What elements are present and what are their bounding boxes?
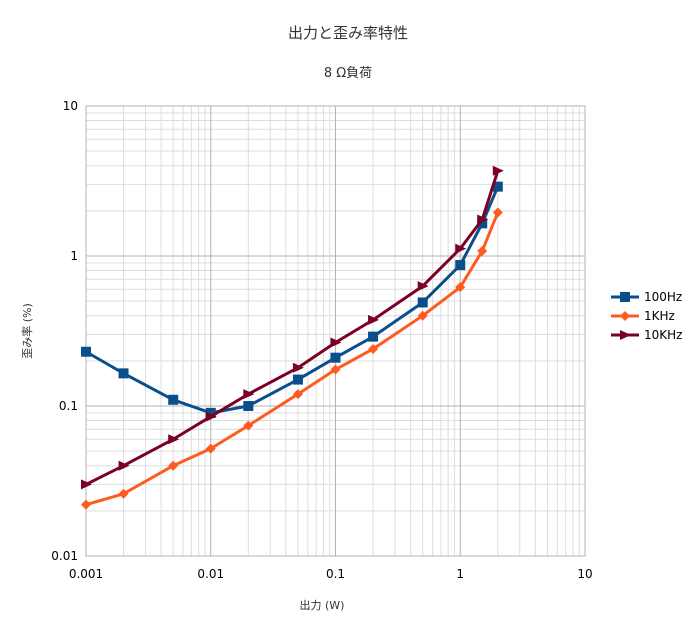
data-point-10KHz [168,434,180,445]
x-tick-label: 0.1 [326,567,345,581]
data-point-100Hz [455,260,466,271]
x-axis-label: 出力 (W) [300,598,345,612]
data-point-1KHz [81,499,91,510]
data-point-10KHz [81,479,92,490]
data-point-1KHz [477,245,488,256]
x-tick-label: 10 [577,567,592,581]
data-point-10KHz [205,411,217,422]
data-point-100Hz [205,407,216,418]
data-point-1KHz [330,364,341,375]
data-point-1KHz [292,389,303,400]
data-point-100Hz [292,374,303,385]
legend-item-1KHz: 1KHz [611,309,675,323]
x-tick-label: 0.001 [69,567,103,581]
legend-marker [620,292,630,302]
data-point-1KHz [455,282,466,293]
data-point-1KHz [118,488,129,499]
legend-label: 10KHz [644,328,682,342]
minor-gridlines [86,106,585,556]
legend-label: 100Hz [644,290,682,304]
data-point-100Hz [368,331,379,342]
data-point-100Hz [243,401,254,411]
data-point-100Hz [417,297,428,308]
x-tick-label: 1 [456,567,464,581]
data-point-1KHz [243,420,254,431]
data-point-10KHz [330,337,342,348]
data-point-10KHz [477,214,489,225]
data-point-100Hz [492,181,503,192]
chart-subtitle: 8 Ω負荷 [324,66,372,81]
data-point-1KHz [168,460,179,471]
data-point-10KHz [243,389,255,400]
data-point-10KHz [368,314,380,325]
data-point-100Hz [168,394,179,405]
y-axis-label: 歪み率 (%) [20,303,34,359]
x-axis-ticks: 0.001 0.01 0.1 1 10 [69,567,593,581]
data-point-10KHz [292,362,304,373]
data-point-100Hz [118,368,129,379]
legend-item-10KHz: 10KHz [611,328,682,342]
series-100Hz [81,181,503,418]
data-point-10KHz [118,460,130,471]
y-tick-label: 1 [70,249,78,263]
legend-marker [620,330,631,340]
series-1KHz [81,207,503,510]
data-point-10KHz [455,243,467,254]
data-point-1KHz [205,443,216,454]
data-point-100Hz [477,218,488,229]
plot-area [85,105,586,557]
series-line-10KHz [85,170,500,486]
y-tick-label: 10 [63,99,78,113]
series-line-1KHz [85,211,500,507]
legend-label: 1KHz [644,309,675,323]
series-line-100Hz [85,186,500,415]
y-tick-label: 0.1 [59,399,78,413]
legend-marker [620,311,630,321]
chart-title: 出力と歪み率特性 [288,24,408,42]
legend-item-100Hz: 100Hz [611,290,682,304]
data-point-1KHz [492,207,503,218]
legend: 100Hz 1KHz 10KHz [611,290,682,342]
data-point-100Hz [330,352,341,363]
data-point-10KHz [492,165,504,176]
y-tick-label: 0.01 [51,549,78,563]
data-point-100Hz [81,346,91,357]
x-tick-label: 0.01 [197,567,224,581]
data-point-1KHz [417,310,428,321]
series-10KHz [81,165,504,490]
series-layer [81,165,504,510]
data-point-10KHz [417,281,429,292]
y-axis-ticks: 0.01 0.1 1 10 [51,99,78,563]
data-point-1KHz [368,343,379,354]
